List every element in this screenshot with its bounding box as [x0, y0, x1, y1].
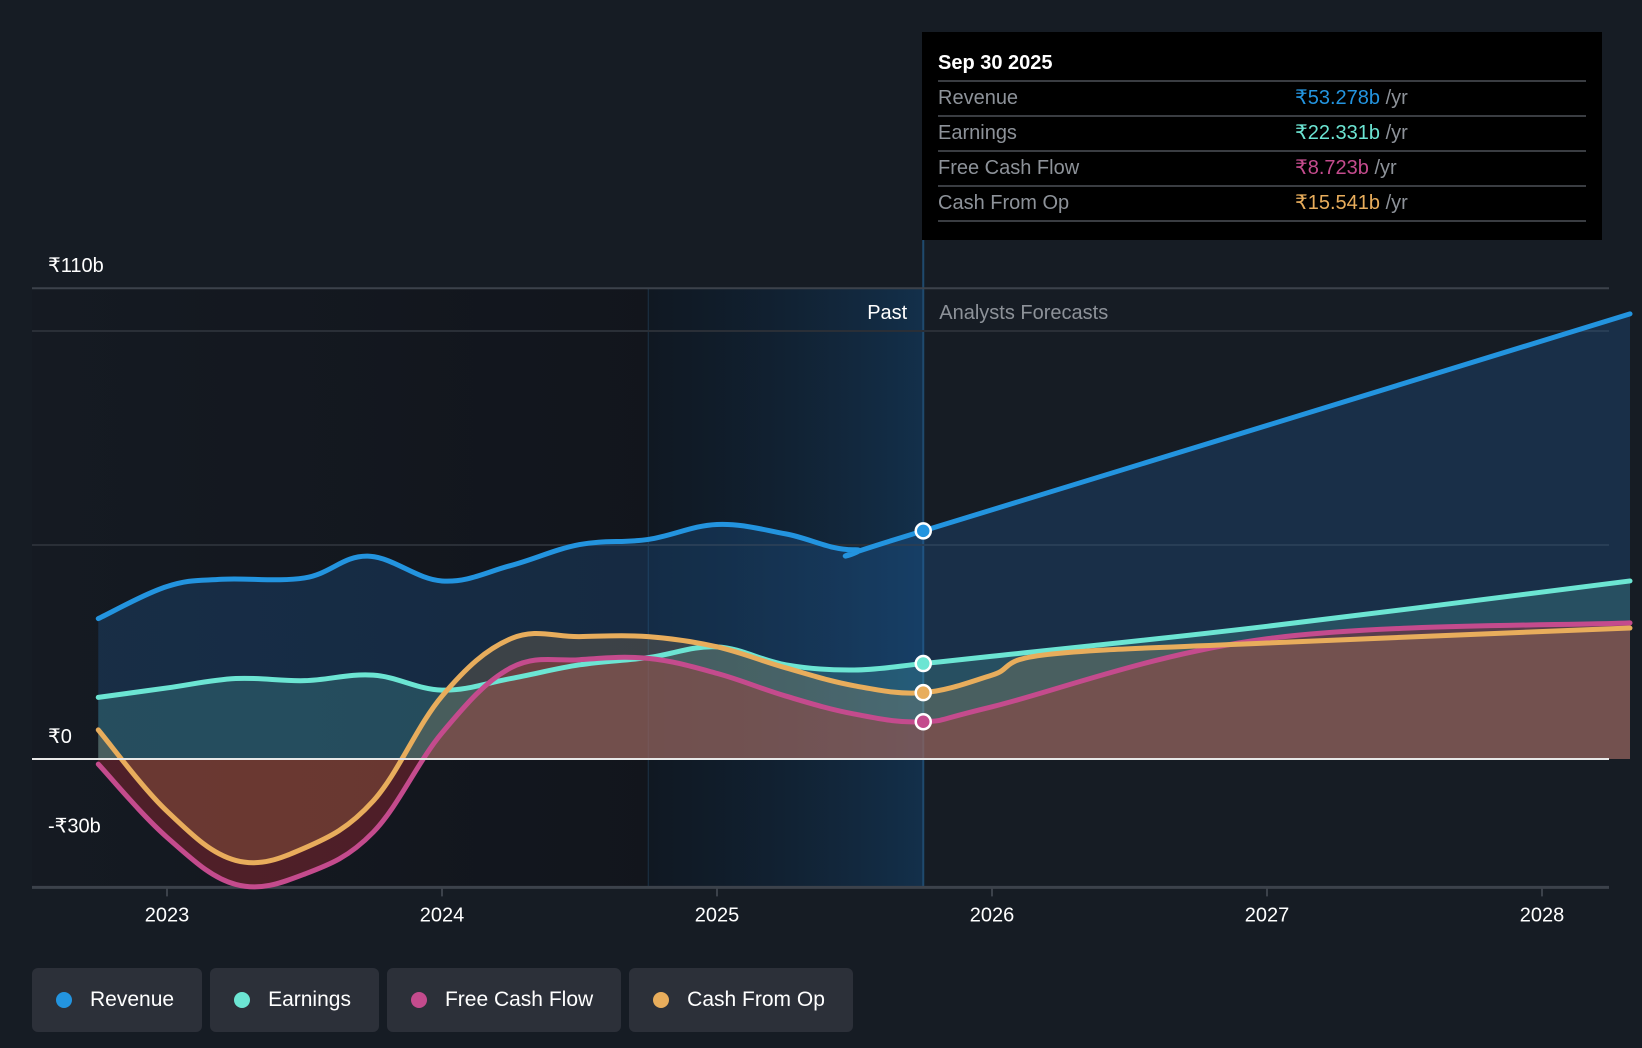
free-cash-flow-line: [95, 620, 1633, 890]
x-tick-label: 2023: [145, 904, 190, 926]
earnings-line: [95, 578, 1633, 700]
free-cash-flow-area: [98, 622, 1630, 887]
x-tick-label: 2028: [1520, 904, 1565, 926]
revenue-dot-icon: [56, 992, 72, 1008]
revenue-marker: [914, 522, 932, 540]
x-tick-label: 2024: [420, 904, 465, 926]
past-label: Past: [867, 302, 907, 324]
tooltip-value: ₹53.278b: [1295, 87, 1381, 109]
tooltip-value: ₹15.541b: [1295, 192, 1381, 214]
cash-from-op-dot-icon: [653, 992, 670, 1008]
legend-label: Earnings: [268, 988, 351, 1011]
tooltip-value: ₹8.723b: [1295, 157, 1369, 179]
cash-from-op-marker: [914, 683, 932, 702]
earnings-dot-icon: [234, 992, 251, 1008]
tooltip-unit: /yr: [1380, 192, 1408, 214]
x-tick-label: 2027: [1245, 904, 1290, 926]
tooltip-row-revenue: Revenue ₹53.278b /yr: [938, 82, 1586, 117]
x-tick-label: 2025: [695, 904, 740, 926]
free-cash-flow-marker: [914, 713, 932, 731]
y-tick-label: -₹30b: [48, 815, 101, 837]
legend-label: Cash From Op: [687, 988, 825, 1011]
x-tick-label: 2026: [970, 904, 1015, 926]
tooltip-unit: /yr: [1380, 87, 1408, 109]
y-tick-label: ₹0: [48, 726, 72, 748]
y-tick-label: ₹110b: [48, 255, 104, 277]
legend-item-revenue[interactable]: Revenue: [32, 968, 203, 1032]
past-region-highlight: [648, 288, 924, 888]
tooltip-unit: /yr: [1368, 157, 1397, 179]
revenue-area: [98, 313, 1630, 759]
tooltip-row-earnings: Earnings ₹22.331b /yr: [938, 117, 1586, 152]
forecast-label: Analysts Forecasts: [939, 302, 1108, 324]
tooltip-label: Cash From Op: [938, 192, 1070, 214]
legend-item-earnings[interactable]: Earnings: [210, 968, 379, 1032]
earnings-marker: [914, 654, 932, 673]
legend-label: Revenue: [90, 988, 175, 1011]
free-cash-flow-dot-icon: [410, 992, 427, 1008]
tooltip-date: Sep 30 2025: [938, 46, 1586, 82]
tooltip-label: Revenue: [938, 87, 1019, 109]
cash-from-op-line: [95, 625, 1633, 866]
tooltip: Sep 30 2025 Revenue ₹53.278b /yr Earning…: [922, 32, 1602, 240]
tooltip-label: Earnings: [938, 122, 1017, 144]
legend-item-free-cash-flow[interactable]: Free Cash Flow: [386, 968, 622, 1032]
tooltip-unit: /yr: [1380, 122, 1408, 144]
legend: Revenue Earnings Free Cash Flow Cash Fro…: [32, 968, 853, 1032]
legend-item-cash-from-op[interactable]: Cash From Op: [629, 968, 853, 1032]
tooltip-value: ₹22.331b: [1295, 122, 1381, 144]
tooltip-row-free-cash-flow: Free Cash Flow ₹8.723b /yr: [938, 152, 1586, 187]
tooltip-label: Free Cash Flow: [938, 157, 1080, 179]
legend-label: Free Cash Flow: [444, 988, 594, 1011]
tooltip-row-cash-from-op: Cash From Op ₹15.541b /yr: [938, 187, 1586, 222]
